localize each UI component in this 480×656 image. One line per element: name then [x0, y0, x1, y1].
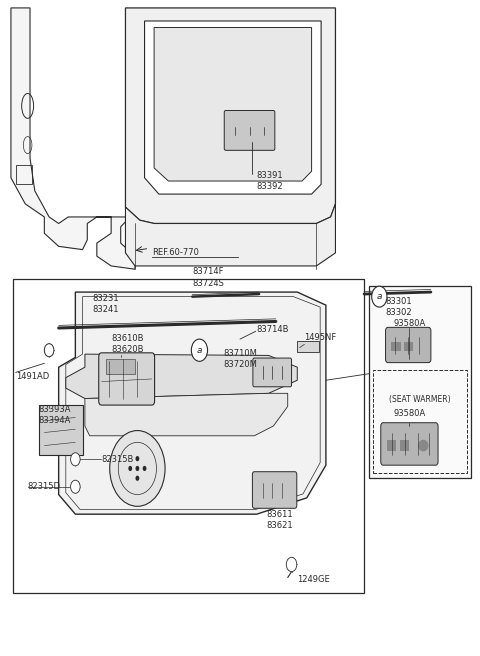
Circle shape — [135, 456, 139, 461]
Circle shape — [44, 344, 54, 357]
Bar — [404, 342, 413, 351]
Text: 83611
83621: 83611 83621 — [266, 510, 293, 529]
Text: 93580A: 93580A — [393, 319, 426, 328]
Ellipse shape — [418, 440, 429, 451]
Text: 1491AD: 1491AD — [16, 373, 49, 381]
FancyBboxPatch shape — [252, 472, 297, 508]
Text: a: a — [197, 346, 202, 355]
Text: a: a — [377, 292, 382, 301]
Circle shape — [143, 466, 146, 471]
Circle shape — [192, 339, 207, 361]
Bar — [372, 370, 467, 473]
Polygon shape — [125, 204, 336, 266]
Text: 93580A: 93580A — [393, 409, 426, 418]
Circle shape — [110, 430, 165, 506]
Polygon shape — [144, 21, 321, 194]
FancyBboxPatch shape — [224, 110, 275, 150]
Circle shape — [71, 453, 80, 466]
FancyBboxPatch shape — [381, 422, 438, 465]
Polygon shape — [59, 292, 326, 514]
Text: (SEAT WARMER): (SEAT WARMER) — [389, 396, 451, 404]
Text: 83231
83241: 83231 83241 — [92, 293, 119, 314]
Text: 83391
83392: 83391 83392 — [257, 171, 283, 192]
Text: REF.60-770: REF.60-770 — [152, 249, 199, 257]
FancyBboxPatch shape — [38, 405, 83, 455]
Text: 83710M
83720M: 83710M 83720M — [223, 349, 257, 369]
Circle shape — [135, 476, 139, 481]
Text: 82315B: 82315B — [102, 455, 134, 464]
Polygon shape — [125, 8, 336, 224]
Bar — [369, 285, 471, 478]
Bar — [297, 341, 319, 352]
Circle shape — [135, 466, 139, 471]
Polygon shape — [85, 394, 288, 436]
Bar — [400, 440, 409, 451]
Bar — [13, 279, 364, 592]
Text: 1495NF: 1495NF — [304, 333, 336, 342]
Circle shape — [128, 466, 132, 471]
Text: 83393A
83394A: 83393A 83394A — [38, 405, 71, 425]
FancyBboxPatch shape — [253, 358, 291, 387]
Polygon shape — [11, 8, 135, 269]
FancyBboxPatch shape — [385, 327, 431, 363]
Circle shape — [286, 558, 297, 571]
Circle shape — [71, 480, 80, 493]
Text: 83714B: 83714B — [257, 325, 289, 334]
Polygon shape — [66, 354, 297, 399]
Text: 83301
83302: 83301 83302 — [385, 297, 412, 317]
FancyBboxPatch shape — [99, 353, 155, 405]
Text: 83714F
83724S: 83714F 83724S — [192, 268, 224, 287]
Bar — [16, 165, 33, 184]
Bar — [391, 342, 401, 351]
Text: 1249GE: 1249GE — [297, 575, 330, 584]
Circle shape — [372, 286, 387, 307]
Text: 82315D: 82315D — [28, 482, 60, 491]
Bar — [107, 359, 135, 374]
Polygon shape — [154, 28, 312, 181]
Bar — [386, 440, 396, 451]
Text: 83610B
83620B: 83610B 83620B — [111, 334, 144, 354]
